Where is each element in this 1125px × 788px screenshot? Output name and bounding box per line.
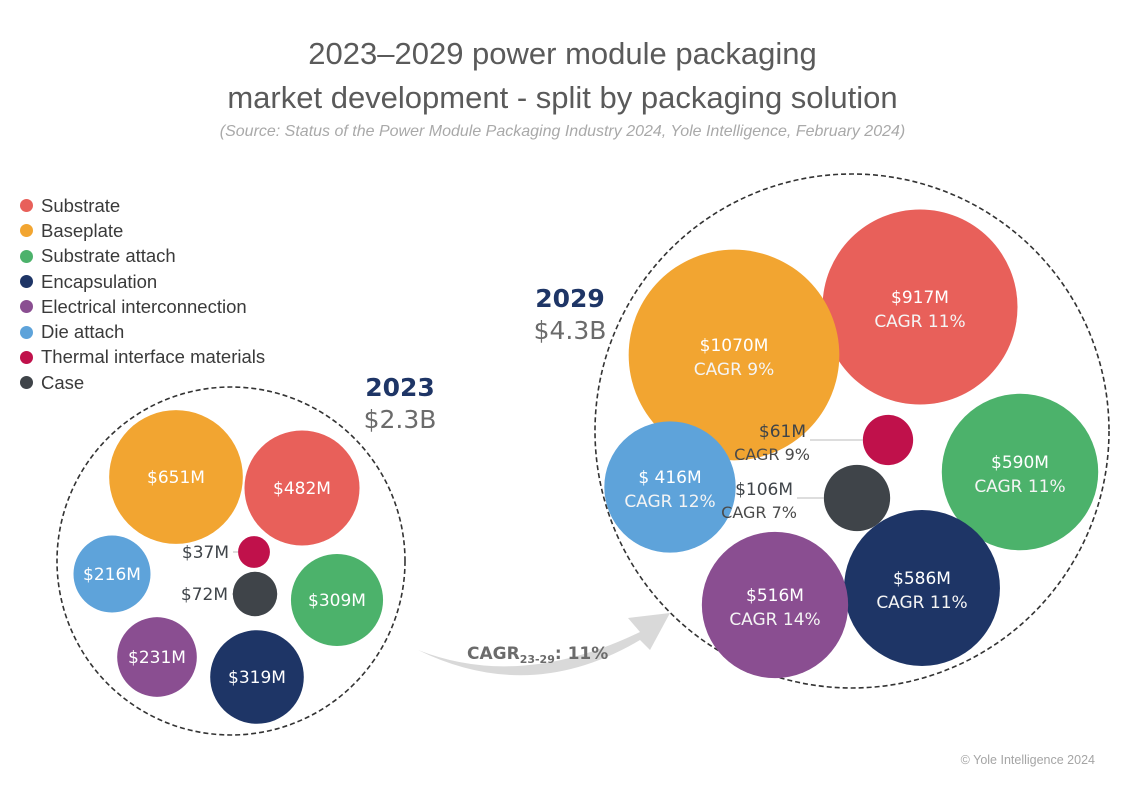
- bubble-2029-thermal-interface-materials: [862, 414, 914, 466]
- chart-source: (Source: Status of the Power Module Pack…: [219, 123, 906, 140]
- legend-swatch: [20, 249, 33, 263]
- bubble-2023-baseplate: [109, 410, 243, 544]
- bubble-value-label: $309M: [308, 591, 366, 611]
- legend-item-baseplate: Baseplate: [20, 218, 265, 243]
- bubble-2029-substrate: [822, 209, 1018, 405]
- bubble-cagr-label: CAGR 14%: [729, 610, 820, 630]
- bubble-2023-electrical-interconnection: [117, 617, 197, 697]
- legend: Substrate Baseplate Substrate attach Encaps…: [20, 193, 265, 395]
- legend-swatch: [20, 350, 33, 364]
- bubble-2029-substrate-attach: [941, 393, 1099, 551]
- bubble-2023-substrate-attach: [290, 553, 384, 647]
- cagr-arrow: [418, 613, 670, 676]
- year-total-2023: $2.3B: [364, 405, 437, 434]
- year-total-2029: $4.3B: [534, 316, 607, 345]
- bubble-value-label: $37M: [182, 543, 229, 563]
- legend-label: Case: [41, 371, 85, 393]
- legend-swatch: [20, 300, 33, 314]
- bubble-2023-case: [232, 571, 278, 617]
- legend-label: Thermal interface materials: [41, 346, 266, 368]
- bubble-2029-electrical-interconnection: [701, 531, 849, 679]
- bubble-value-label: $216M: [83, 565, 141, 585]
- legend-label: Encapsulation: [41, 270, 158, 292]
- bubble-2029-die-attach: [604, 421, 736, 553]
- bubble-2023-die-attach: [73, 535, 151, 613]
- bubble-value-label: $917M: [891, 288, 949, 308]
- legend-item-case: Case: [20, 370, 265, 395]
- bubble-value-label: $482M: [273, 479, 331, 499]
- bubble-cagr-label: CAGR 7%: [721, 503, 797, 522]
- bubble-2029-encapsulation: [844, 510, 1000, 666]
- bubble-cagr-label: CAGR 9%: [694, 360, 775, 380]
- legend-item-thermal-interface-materials: Thermal interface materials: [20, 345, 265, 370]
- bubble-value-label: $106M: [735, 480, 793, 500]
- overall-cagr-label: CAGR23-29: 11%: [467, 644, 608, 666]
- legend-item-substrate-attach: Substrate attach: [20, 244, 265, 269]
- bubble-cagr-label: CAGR 12%: [624, 492, 715, 512]
- bubble-value-label: $586M: [893, 569, 951, 589]
- year-label-2029: 2029: [535, 284, 605, 313]
- chart-title-line1: 2023–2029 power module packaging: [308, 36, 817, 71]
- legend-swatch: [20, 199, 33, 213]
- legend-label: Electrical interconnection: [41, 295, 247, 317]
- legend-swatch: [20, 224, 33, 238]
- legend-swatch: [20, 325, 33, 339]
- bubble-value-label: $61M: [759, 422, 806, 442]
- year-label-2023: 2023: [365, 373, 435, 402]
- bubble-value-label: $ 416M: [638, 468, 701, 488]
- legend-item-substrate: Substrate: [20, 193, 265, 218]
- bubble-value-label: $590M: [991, 453, 1049, 473]
- legend-label: Die attach: [41, 321, 125, 343]
- legend-item-electrical-interconnection: Electrical interconnection: [20, 294, 265, 319]
- year-frame-2029: [594, 173, 1110, 689]
- legend-item-die-attach: Die attach: [20, 319, 265, 344]
- bubble-value-label: $231M: [128, 648, 186, 668]
- legend-swatch: [20, 376, 33, 390]
- bubble-cagr-label: CAGR 11%: [876, 593, 967, 613]
- legend-swatch: [20, 275, 33, 289]
- chart-title-line2: market development - split by packaging …: [227, 80, 898, 115]
- bubble-value-label: $651M: [147, 468, 205, 488]
- bubble-cagr-label: CAGR 9%: [734, 445, 810, 464]
- bubble-2023-substrate: [244, 430, 360, 546]
- legend-item-encapsulation: Encapsulation: [20, 269, 265, 294]
- bubble-2029-case: [823, 464, 891, 532]
- bubble-2023-encapsulation: [210, 630, 304, 724]
- year-frame-2023: [56, 386, 406, 736]
- legend-label: Substrate: [41, 194, 121, 216]
- bubble-value-label: $1070M: [700, 336, 769, 356]
- legend-label: Substrate attach: [41, 245, 176, 267]
- bubble-cagr-label: CAGR 11%: [874, 312, 965, 332]
- bubble-2023-thermal-interface-materials: [238, 536, 270, 568]
- bubble-cagr-label: CAGR 11%: [974, 477, 1065, 497]
- bubble-value-label: $516M: [746, 586, 804, 606]
- bubble-value-label: $319M: [228, 668, 286, 688]
- bubble-value-label: $72M: [181, 585, 228, 605]
- legend-label: Baseplate: [41, 219, 124, 241]
- bubble-2029-baseplate: [628, 249, 840, 461]
- copyright: © Yole Intelligence 2024: [960, 753, 1095, 767]
